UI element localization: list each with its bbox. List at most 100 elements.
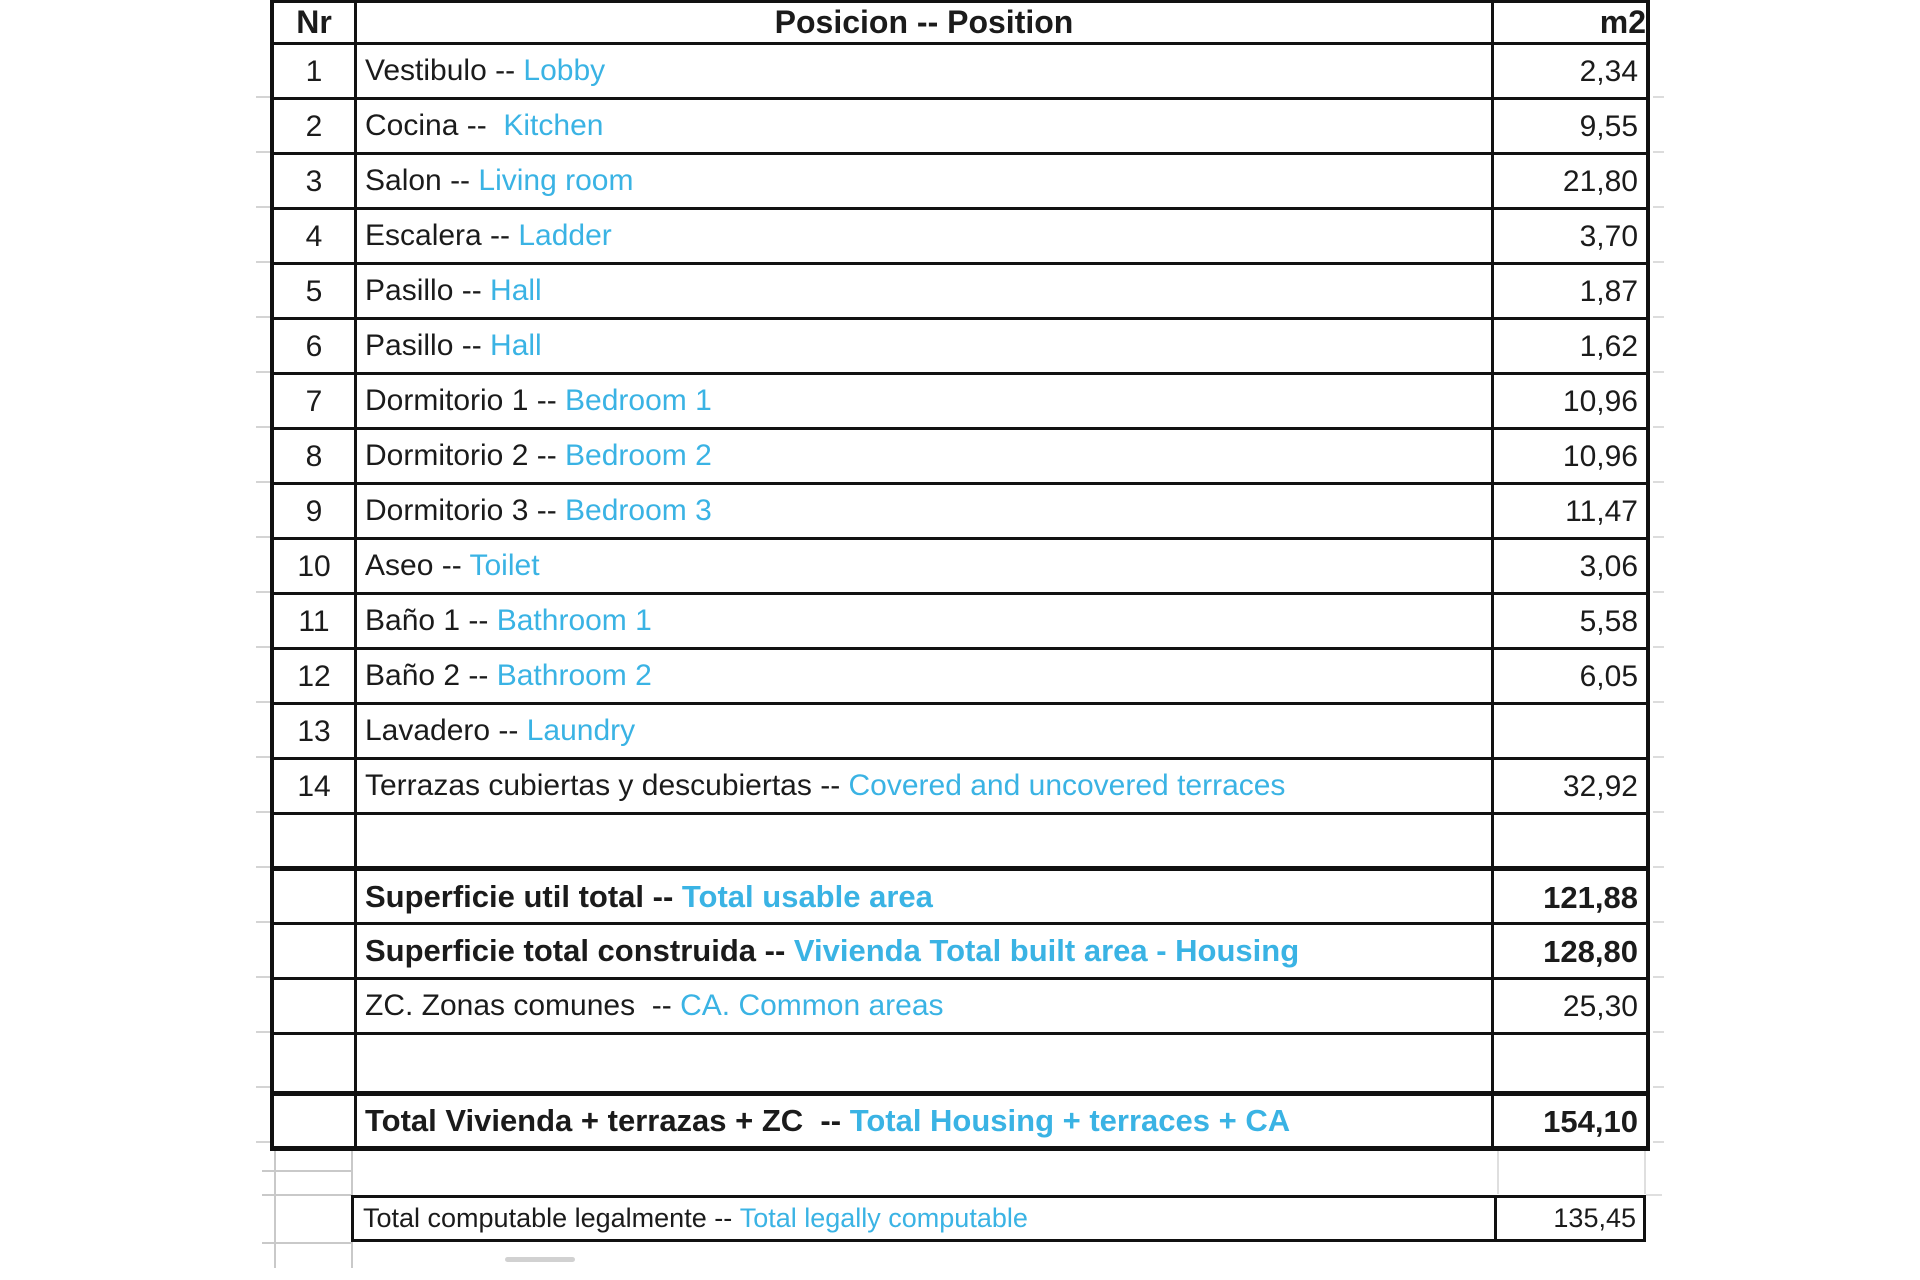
nr-cell[interactable]: 7 [270, 372, 357, 430]
table-row [270, 1032, 1650, 1095]
nr-cell[interactable]: 3 [270, 152, 357, 210]
position-cell[interactable]: Aseo -- Toilet [354, 537, 1494, 595]
position-cell[interactable] [354, 1032, 1494, 1095]
position-cell[interactable]: Terrazas cubiertas y descubiertas -- Cov… [354, 757, 1494, 815]
position-spanish-text: Pasillo -- [365, 329, 491, 362]
table-row: 11 Baño 1 -- Bathroom 1 5,58 [270, 592, 1650, 650]
nr-cell[interactable]: 11 [270, 592, 357, 650]
gridline-vertical [1497, 1148, 1499, 1194]
area-value: 1,87 [1579, 275, 1638, 308]
position-spanish-text: Dormitorio 1 -- [365, 384, 566, 417]
position-english-text: Hall [490, 274, 542, 307]
position-cell[interactable]: Lavadero -- Laundry [354, 702, 1494, 760]
nr-cell[interactable]: 2 [270, 97, 357, 155]
position-cell[interactable]: Dormitorio 3 -- Bedroom 3 [354, 482, 1494, 540]
position-english-text: Total usable area [681, 878, 933, 914]
area-value: 6,05 [1579, 660, 1638, 693]
position-cell[interactable]: ZC. Zonas comunes -- CA. Common areas [354, 977, 1494, 1035]
m2-cell[interactable]: 3,06 [1491, 537, 1650, 595]
area-value: 21,80 [1562, 165, 1638, 198]
position-english-text: Lobby [523, 54, 606, 87]
table-row: 14 Terrazas cubiertas y descubiertas -- … [270, 757, 1650, 815]
nr-cell[interactable]: 6 [270, 317, 357, 375]
position-english-text: Kitchen [495, 109, 604, 142]
position-cell[interactable]: Pasillo -- Hall [354, 317, 1494, 375]
nr-cell[interactable]: 1 [270, 42, 357, 100]
position-cell[interactable]: Baño 2 -- Bathroom 2 [354, 647, 1494, 705]
position-cell[interactable]: Cocina -- Kitchen [354, 97, 1494, 155]
position-cell[interactable]: Baño 1 -- Bathroom 1 [354, 592, 1494, 650]
m2-cell[interactable]: 21,80 [1491, 152, 1650, 210]
m2-cell[interactable]: 11,47 [1491, 482, 1650, 540]
position-cell[interactable]: Total Vivienda + terrazas + ZC -- Total … [354, 1091, 1494, 1150]
gridline-horizontal [1646, 1194, 1662, 1196]
position-cell[interactable]: Pasillo -- Hall [354, 262, 1494, 320]
m2-cell[interactable]: 121,88 [1491, 866, 1650, 925]
main-table-body: 1 Vestibulo -- Lobby 2,34 2 Cocina -- Ki… [270, 42, 1650, 1150]
table-row: 4 Escalera -- Ladder 3,70 [270, 207, 1650, 265]
gridline-horizontal [262, 1194, 352, 1196]
nr-cell[interactable] [270, 1032, 357, 1095]
m2-cell[interactable]: 25,30 [1491, 977, 1650, 1035]
nr-cell[interactable] [270, 812, 357, 870]
legal-total-value-cell[interactable]: 135,45 [1494, 1198, 1643, 1239]
m2-cell[interactable]: 32,92 [1491, 757, 1650, 815]
table-row: 5 Pasillo -- Hall 1,87 [270, 262, 1650, 320]
nr-cell[interactable]: 14 [270, 757, 357, 815]
m2-cell[interactable]: 3,70 [1491, 207, 1650, 265]
table-row: ZC. Zonas comunes -- CA. Common areas 25… [270, 977, 1650, 1035]
m2-cell[interactable]: 1,62 [1491, 317, 1650, 375]
position-cell[interactable]: Salon -- Living room [354, 152, 1494, 210]
m2-cell[interactable]: 9,55 [1491, 97, 1650, 155]
position-cell[interactable]: Dormitorio 2 -- Bedroom 2 [354, 427, 1494, 485]
position-spanish-text: Lavadero -- [365, 714, 527, 747]
row-number: 6 [305, 330, 323, 363]
m2-cell[interactable]: 5,58 [1491, 592, 1650, 650]
gridline-vertical [1644, 1148, 1646, 1194]
position-english-text: Covered and uncovered terraces [848, 769, 1286, 802]
nr-cell[interactable]: 8 [270, 427, 357, 485]
nr-cell[interactable] [270, 977, 357, 1035]
m2-cell[interactable]: 10,96 [1491, 372, 1650, 430]
m2-cell[interactable]: 6,05 [1491, 647, 1650, 705]
area-value: 10,96 [1562, 385, 1638, 418]
m2-cell[interactable]: 128,80 [1491, 922, 1650, 980]
area-value: 9,55 [1579, 110, 1638, 143]
area-value: 2,34 [1579, 55, 1638, 88]
position-cell[interactable]: Dormitorio 1 -- Bedroom 1 [354, 372, 1494, 430]
row-number: 4 [305, 220, 323, 253]
position-cell[interactable]: Superficie util total -- Total usable ar… [354, 866, 1494, 925]
nr-cell[interactable]: 4 [270, 207, 357, 265]
m2-cell[interactable]: 2,34 [1491, 42, 1650, 100]
position-english-text: Bedroom 2 [565, 439, 712, 472]
m2-cell[interactable] [1491, 812, 1650, 870]
m2-cell[interactable]: 10,96 [1491, 427, 1650, 485]
m2-cell[interactable]: 1,87 [1491, 262, 1650, 320]
nr-cell[interactable] [270, 866, 357, 925]
row-number: 8 [305, 440, 323, 473]
position-cell[interactable]: Superficie total construida -- Vivienda … [354, 922, 1494, 980]
nr-cell[interactable]: 5 [270, 262, 357, 320]
nr-cell[interactable]: 13 [270, 702, 357, 760]
position-cell[interactable]: Escalera -- Ladder [354, 207, 1494, 265]
legal-total-label-cell[interactable]: Total computable legalmente -- Total leg… [354, 1198, 1494, 1239]
row-number: 14 [297, 770, 331, 803]
position-cell[interactable] [354, 812, 1494, 870]
position-spanish-text: Aseo -- [365, 549, 470, 582]
area-value: 5,58 [1579, 605, 1638, 638]
position-english-text: Ladder [518, 219, 612, 252]
m2-cell[interactable] [1491, 1032, 1650, 1095]
header-m2-cell[interactable]: m2 [1491, 0, 1650, 45]
nr-cell[interactable]: 12 [270, 647, 357, 705]
nr-cell[interactable]: 10 [270, 537, 357, 595]
m2-cell[interactable] [1491, 702, 1650, 760]
m2-cell[interactable]: 154,10 [1491, 1091, 1650, 1150]
header-position-cell[interactable]: Posicion -- Position [354, 0, 1494, 45]
position-spanish-text: Vestibulo -- [365, 54, 524, 87]
header-nr-cell[interactable]: Nr [270, 0, 357, 45]
nr-cell[interactable]: 9 [270, 482, 357, 540]
position-cell[interactable]: Vestibulo -- Lobby [354, 42, 1494, 100]
nr-cell[interactable] [270, 1091, 357, 1150]
nr-cell[interactable] [270, 922, 357, 980]
